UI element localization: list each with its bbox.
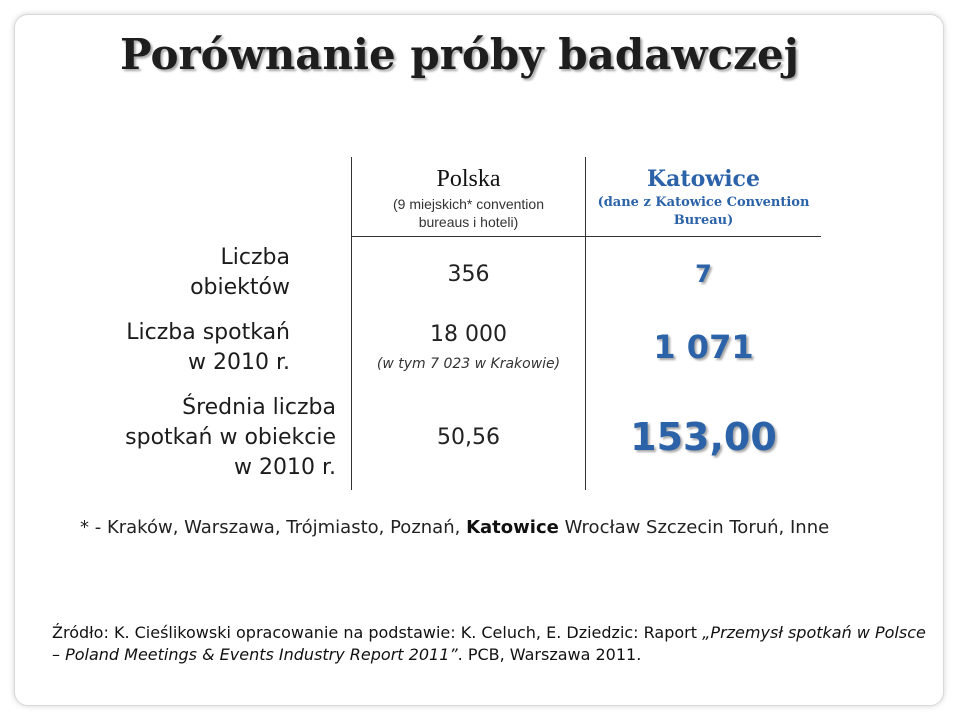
polska-objects-value: 356 bbox=[447, 262, 490, 287]
footnote-highlight: Katowice bbox=[466, 517, 559, 538]
source-report-title: „Przemysł spotkań w Polsce bbox=[702, 623, 926, 642]
polska-meetings-value: 18 000 bbox=[430, 322, 507, 347]
katowice-subheading: (dane z Katowice Convention bbox=[597, 195, 810, 210]
column-header-polska: Polska (9 miejskich* convention bureaus … bbox=[352, 165, 585, 231]
katowice-objects-value: 7 bbox=[695, 260, 712, 288]
footnote-cities-rest: Wrocław Szczecin Toruń, Inne bbox=[564, 517, 830, 538]
slide-frame bbox=[14, 14, 944, 706]
katowice-subheading: Bureau) bbox=[673, 213, 734, 228]
row-label-line: Średnia liczba bbox=[182, 395, 336, 420]
row-label-line: obiektów bbox=[190, 275, 290, 300]
table-divider-left bbox=[351, 157, 352, 490]
katowice-meetings-value: 1 071 bbox=[653, 328, 754, 366]
row-label-line: Liczba spotkań bbox=[126, 320, 290, 345]
katowice-average-value: 153,00 bbox=[630, 415, 777, 459]
row-label-line: spotkań w obiekcie bbox=[125, 425, 336, 450]
polska-subheading: (9 miejskich* convention bbox=[393, 196, 544, 212]
source-publisher: . PCB, Warszawa 2011. bbox=[457, 645, 642, 664]
row-label-line: Liczba bbox=[220, 245, 290, 270]
row-label-line: w 2010 r. bbox=[188, 350, 290, 375]
footnote-cities: * - Kraków, Warszawa, Trójmiasto, Poznań… bbox=[80, 517, 461, 538]
polska-heading: Polska bbox=[436, 166, 501, 192]
row-label-objects: Liczba obiektów bbox=[60, 243, 290, 303]
row-label-meetings: Liczba spotkań w 2010 r. bbox=[60, 318, 290, 378]
polska-subheading: bureaus i hoteli) bbox=[418, 214, 519, 230]
footnote: * - Kraków, Warszawa, Trójmiasto, Poznań… bbox=[80, 517, 829, 538]
table-header-rule bbox=[351, 236, 821, 237]
source-citation: Źródło: K. Cieślikowski opracowanie na p… bbox=[52, 622, 932, 666]
polska-meetings-note: (w tym 7 023 w Krakowie) bbox=[376, 356, 561, 372]
slide-title: Porównanie próby badawczej bbox=[120, 30, 799, 79]
row-label-average: Średnia liczba spotkań w obiekcie w 2010… bbox=[60, 393, 336, 483]
row-label-line: w 2010 r. bbox=[234, 455, 336, 480]
table-divider-middle bbox=[585, 157, 586, 490]
source-report-title-en: – Poland Meetings & Events Industry Repo… bbox=[52, 645, 458, 664]
source-text: Źródło: K. Cieślikowski opracowanie na p… bbox=[52, 623, 698, 642]
column-header-katowice: Katowice (dane z Katowice Convention Bur… bbox=[586, 165, 821, 230]
katowice-heading: Katowice bbox=[647, 166, 760, 192]
polska-average-value: 50,56 bbox=[437, 425, 500, 450]
